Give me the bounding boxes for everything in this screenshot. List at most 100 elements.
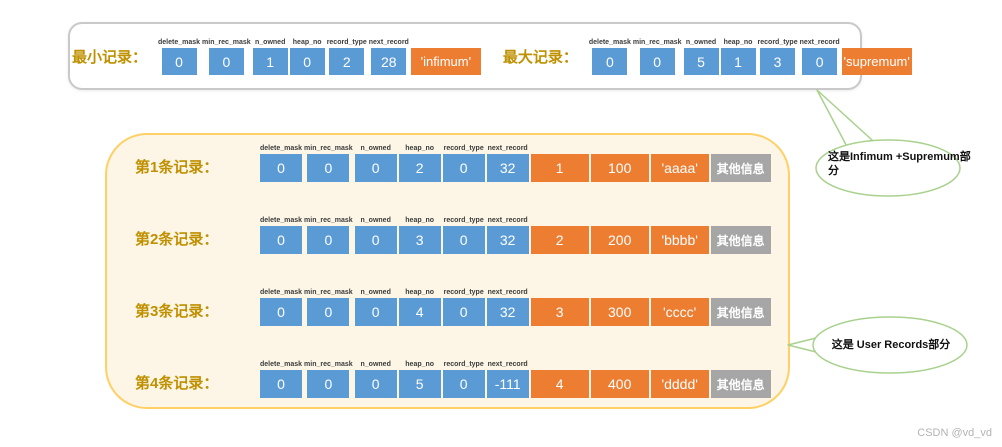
user-record-row: 第3条记录： delete_mask 0 min_rec_mask 0 n_ow… <box>135 287 771 326</box>
field-header: record_type <box>443 217 484 224</box>
column-value-cell: 300 <box>590 298 649 326</box>
field-cell: 0 <box>307 154 350 182</box>
other-info-cell: 其他信息 <box>710 370 771 398</box>
record-label: 第2条记录： <box>135 231 219 248</box>
field-header: record_type <box>443 361 484 368</box>
field-column: min_rec_mask 0 <box>304 215 353 254</box>
field-cell: 1 <box>720 48 756 75</box>
record-fields: delete_mask 0 min_rec_mask 0 n_owned 0 h… <box>260 287 771 326</box>
field-column: 其他信息 <box>710 287 771 326</box>
record-label: 第3条记录： <box>135 303 219 320</box>
column-value-cell: 'dddd' <box>650 370 709 398</box>
field-column: 'supremum' <box>841 37 912 75</box>
column-value-cell: 4 <box>530 370 589 398</box>
field-cell: 2 <box>398 154 441 182</box>
field-column: delete_mask 0 <box>260 287 302 326</box>
field-column: 200 <box>590 215 649 254</box>
field-cell: 0 <box>289 48 325 75</box>
field-column: 'cccc' <box>650 287 709 326</box>
field-cell: 0 <box>307 370 350 398</box>
field-column: heap_no 2 <box>398 143 441 182</box>
field-column: 400 <box>590 359 649 398</box>
record-name-cell: 'infimum' <box>410 48 481 75</box>
field-header: record_type <box>757 39 798 46</box>
record-label: 第4条记录： <box>135 375 219 392</box>
record-fields: delete_mask 0 min_rec_mask 0 n_owned 5 h… <box>589 37 912 75</box>
field-column: 2 <box>530 215 589 254</box>
field-column: next_record 28 <box>369 37 409 75</box>
field-header: next_record <box>487 217 528 224</box>
field-cell: 0 <box>354 370 397 398</box>
column-value-cell: 'cccc' <box>650 298 709 326</box>
field-column: heap_no 4 <box>398 287 441 326</box>
field-header: min_rec_mask <box>632 39 682 46</box>
field-header: record_type <box>326 39 367 46</box>
field-header: delete_mask <box>260 145 303 152</box>
field-cell: 0 <box>354 226 397 254</box>
record-fields: delete_mask 0 min_rec_mask 0 n_owned 0 h… <box>260 359 771 398</box>
column-value-cell: 1 <box>530 154 589 182</box>
field-column: min_rec_mask 0 <box>633 37 682 75</box>
field-column: 其他信息 <box>710 359 771 398</box>
column-value-cell: 400 <box>590 370 649 398</box>
field-header: delete_mask <box>588 39 631 46</box>
field-header: record_type <box>443 289 484 296</box>
field-cell: 0 <box>307 226 350 254</box>
user-record-row: 第1条记录： delete_mask 0 min_rec_mask 0 n_ow… <box>135 143 771 182</box>
field-column: delete_mask 0 <box>260 359 302 398</box>
field-column: 300 <box>590 287 649 326</box>
field-column: 1 <box>530 143 589 182</box>
record-fields: delete_mask 0 min_rec_mask 0 n_owned 1 h… <box>158 37 481 75</box>
field-column: n_owned 0 <box>354 287 397 326</box>
field-cell: 0 <box>442 226 485 254</box>
field-column: min_rec_mask 0 <box>202 37 251 75</box>
field-header: next_record <box>368 39 409 46</box>
field-cell: 3 <box>398 226 441 254</box>
field-column: heap_no 5 <box>398 359 441 398</box>
record-label: 最大记录： <box>502 48 578 66</box>
field-header: n_owned <box>360 217 391 224</box>
record-fields: delete_mask 0 min_rec_mask 0 n_owned 0 h… <box>260 215 771 254</box>
field-cell: 0 <box>260 154 303 182</box>
callout-ellipse <box>812 316 968 374</box>
field-column: min_rec_mask 0 <box>304 287 353 326</box>
field-header: delete_mask <box>158 39 201 46</box>
field-cell: 2 <box>329 48 365 75</box>
field-column: n_owned 5 <box>683 37 719 75</box>
field-cell: 0 <box>260 226 303 254</box>
field-header: min_rec_mask <box>304 217 353 224</box>
field-column: next_record 32 <box>486 287 529 326</box>
watermark: CSDN @vd_vd <box>917 427 992 439</box>
field-cell: -111 <box>486 370 529 398</box>
field-column: 3 <box>530 287 589 326</box>
field-header: n_owned <box>360 145 391 152</box>
field-cell: 0 <box>442 370 485 398</box>
field-column: record_type 2 <box>327 37 367 75</box>
field-cell: 0 <box>592 48 628 75</box>
field-column: n_owned 0 <box>354 215 397 254</box>
field-cell: 0 <box>802 48 838 75</box>
field-column: 100 <box>590 143 649 182</box>
field-cell: 0 <box>442 298 485 326</box>
field-cell: 3 <box>760 48 796 75</box>
field-header: next_record <box>487 361 528 368</box>
field-header: min_rec_mask <box>304 361 353 368</box>
field-header: min_rec_mask <box>304 289 353 296</box>
column-value-cell: 'aaaa' <box>650 154 709 182</box>
field-column: next_record 0 <box>800 37 840 75</box>
column-value-cell: 'bbbb' <box>650 226 709 254</box>
field-column: n_owned 0 <box>354 359 397 398</box>
field-header: n_owned <box>360 289 391 296</box>
field-column: heap_no 1 <box>720 37 756 75</box>
field-column: next_record 32 <box>486 143 529 182</box>
field-cell: 5 <box>683 48 719 75</box>
field-cell: 5 <box>398 370 441 398</box>
field-cell: 32 <box>486 154 529 182</box>
field-cell: 0 <box>260 298 303 326</box>
field-column: 'aaaa' <box>650 143 709 182</box>
field-column: 其他信息 <box>710 143 771 182</box>
system-record-row: 最小记录： delete_mask 0 min_rec_mask 0 n_own… <box>72 37 481 75</box>
field-header: heap_no <box>723 39 753 46</box>
record-label: 第1条记录： <box>135 159 219 176</box>
field-column: min_rec_mask 0 <box>304 359 353 398</box>
